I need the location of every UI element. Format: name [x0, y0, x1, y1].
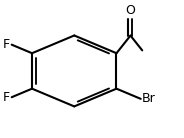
Text: Br: Br	[142, 92, 156, 105]
Text: F: F	[3, 91, 10, 104]
Text: O: O	[125, 4, 135, 17]
Text: F: F	[3, 38, 10, 51]
